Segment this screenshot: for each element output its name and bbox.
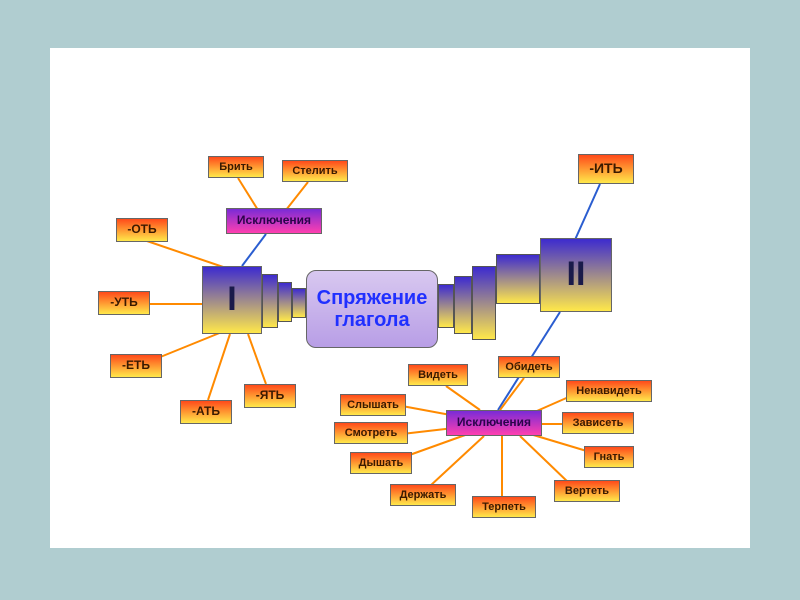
stepper-right-seg [438, 284, 454, 328]
stepper-right-seg [496, 254, 540, 304]
diagram-frame: Спряжение глагола I -ОТЬ -УТЬ -ЕТЬ -АТЬ -ЯТЬ Ис… [50, 48, 750, 548]
conj2-exception-6: Терпеть [472, 496, 536, 518]
center-node: Спряжение глагола [306, 270, 438, 348]
conj2-exception-2: Ненавидеть [566, 380, 652, 402]
conj1-ending-4: -ЯТЬ [244, 384, 296, 408]
conj2-exception-7: Держать [390, 484, 456, 506]
conj2-exception-9: Смотреть [334, 422, 408, 444]
conj2-exception-8: Дышать [350, 452, 412, 474]
conj2-exception-1: Обидеть [498, 356, 560, 378]
stepper-left-seg [292, 288, 306, 318]
conj2-ending-0: -ИТЬ [578, 154, 634, 184]
conj1-ending-2: -ЕТЬ [110, 354, 162, 378]
stepper-right-seg [472, 266, 496, 340]
conj1-ending-3: -АТЬ [180, 400, 232, 424]
stepper-left-seg [278, 282, 292, 322]
conj1-ending-0: -ОТЬ [116, 218, 168, 242]
conj2-exception-3: Зависеть [562, 412, 634, 434]
conj2-exception-4: Гнать [584, 446, 634, 468]
conj1-exception-0: Брить [208, 156, 264, 178]
conj-1-node: I [202, 266, 262, 334]
conj2-exception-10: Слышать [340, 394, 406, 416]
conj1-exception-1: Стелить [282, 160, 348, 182]
conj2-exception-5: Вертеть [554, 480, 620, 502]
conj2-exceptions-node: Исключения [446, 410, 542, 436]
conj1-ending-1: -УТЬ [98, 291, 150, 315]
conj1-exceptions-node: Исключения [226, 208, 322, 234]
stepper-right-seg [454, 276, 472, 334]
conj-2-node: II [540, 238, 612, 312]
conj2-exception-0: Видеть [408, 364, 468, 386]
stepper-left-seg [262, 274, 278, 328]
